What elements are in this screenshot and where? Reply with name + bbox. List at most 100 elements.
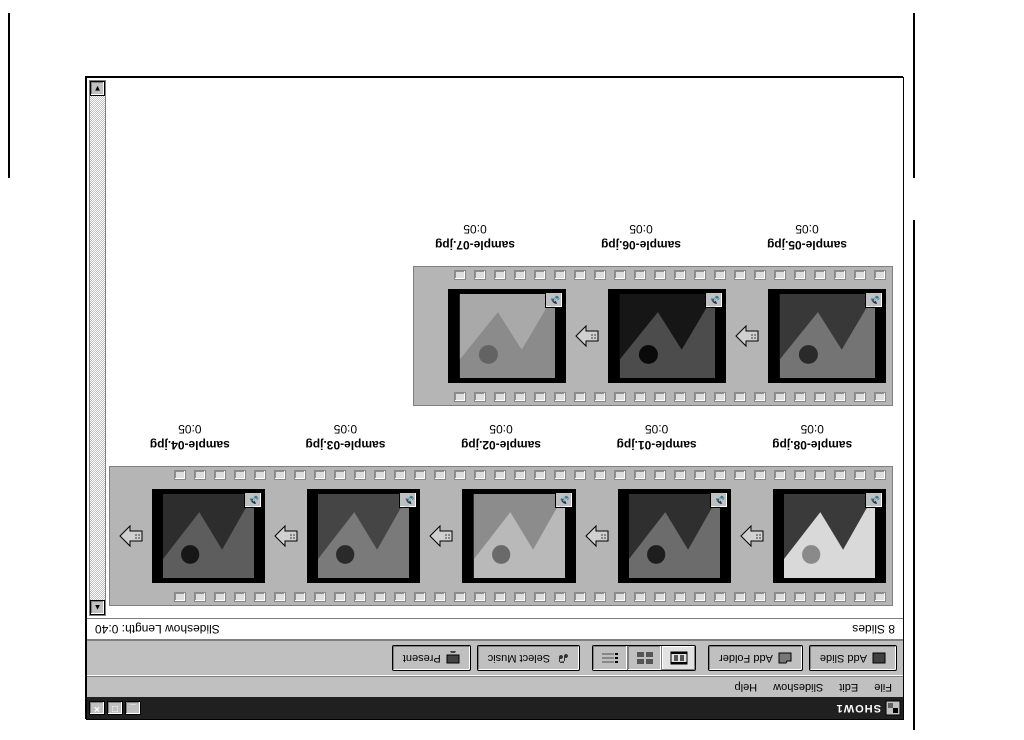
filmstrip-row: 🔊 🔊 🔊 <box>413 266 893 406</box>
page-root: SHOW1 _ □ × File Edit Slideshow Help Add… <box>0 0 1024 740</box>
slide-filename: sample-03.jpg <box>305 438 385 452</box>
music-icon <box>555 651 569 665</box>
view-list-button[interactable] <box>593 646 627 670</box>
transition-arrow-icon[interactable] <box>271 523 301 549</box>
slide-thumbnail <box>163 494 254 579</box>
slide-thumbnail <box>459 294 554 379</box>
menu-help[interactable]: Help <box>728 679 765 695</box>
transition-arrow-icon[interactable] <box>572 323 602 349</box>
slide-count-label: 8 Slides <box>852 622 895 636</box>
slide-frame[interactable]: 🔊 <box>618 489 731 583</box>
transition-arrow-icon[interactable] <box>737 523 767 549</box>
window-controls: _ □ × <box>89 701 141 715</box>
app-window: SHOW1 _ □ × File Edit Slideshow Help Add… <box>86 77 904 720</box>
slide-frame[interactable]: 🔊 <box>768 289 886 383</box>
slide-caption: sample-01.jpg 0:05 <box>582 422 732 452</box>
filmstrip-row: 🔊 🔊 🔊 🔊 🔊 <box>109 466 893 606</box>
slide-duration: 0:05 <box>426 422 576 436</box>
sound-badge-icon: 🔊 <box>399 492 417 508</box>
scroll-up-button[interactable]: ▲ <box>90 600 105 615</box>
close-button[interactable]: × <box>89 701 105 715</box>
callout-line <box>8 13 10 178</box>
sound-badge-icon: 🔊 <box>865 492 883 508</box>
add-slide-label: Add Slide <box>820 652 867 664</box>
sound-badge-icon: 🔊 <box>865 292 883 308</box>
sprocket-row <box>414 267 892 283</box>
slide-frame[interactable]: 🔊 <box>773 489 886 583</box>
select-music-label: Select Music <box>488 652 550 664</box>
workspace: ▲ ▼ 🔊🔊🔊🔊🔊 sample-08.jpg0:05sample-01.jpg… <box>87 78 903 618</box>
slide-frame[interactable]: 🔊 <box>448 289 566 383</box>
view-filmstrip-button[interactable] <box>661 646 695 670</box>
slide-frame[interactable]: 🔊 <box>462 489 575 583</box>
sound-badge-icon: 🔊 <box>555 492 573 508</box>
view-mode-group <box>592 645 696 671</box>
slide-frame[interactable]: 🔊 <box>307 489 420 583</box>
present-button[interactable]: Present <box>392 645 471 671</box>
slide-duration: 0:05 <box>737 422 887 436</box>
slide-filename: sample-04.jpg <box>150 438 230 452</box>
slide-filename: sample-07.jpg <box>435 238 515 252</box>
slide-caption: sample-06.jpg0:05 <box>561 222 721 252</box>
maximize-button[interactable]: □ <box>107 701 123 715</box>
slide-filename: sample-05.jpg <box>767 238 847 252</box>
sprocket-row <box>110 467 892 483</box>
menu-file[interactable]: File <box>867 679 899 695</box>
filmstrip-body: 🔊 🔊 🔊 <box>414 283 892 389</box>
minimize-button[interactable]: _ <box>125 701 141 715</box>
caption-row: sample-05.jpg0:05sample-06.jpg0:05sample… <box>109 220 893 256</box>
vertical-scrollbar[interactable]: ▲ ▼ <box>89 80 106 616</box>
present-icon <box>446 651 460 665</box>
slide-caption: sample-05.jpg 0:05 <box>727 222 887 252</box>
slide-thumbnail <box>629 494 720 579</box>
scroll-down-button[interactable]: ▼ <box>90 81 105 96</box>
callout-line <box>913 220 915 730</box>
slide-filename: sample-02.jpg <box>461 438 541 452</box>
transition-arrow-icon[interactable] <box>732 323 762 349</box>
transition-arrow-icon[interactable] <box>582 523 612 549</box>
toolbar: Add Slide Add Folder <box>87 640 903 676</box>
present-label: Present <box>403 652 441 664</box>
filmstrip-body: 🔊 🔊 🔊 🔊 🔊 <box>110 483 892 589</box>
statusbar: 8 Slides Slideshow Length: 0:40 <box>87 618 903 640</box>
slide-caption: sample-08.jpg 0:05 <box>737 422 887 452</box>
transition-arrow-icon[interactable] <box>426 523 456 549</box>
slide-caption: sample-07.jpg 0:05 <box>395 222 555 252</box>
slide-icon <box>872 651 886 665</box>
slide-frame[interactable]: 🔊 <box>608 289 726 383</box>
slideshow-length-label: Slideshow Length: 0:40 <box>95 622 220 636</box>
view-thumbnails-button[interactable] <box>627 646 661 670</box>
window-title: SHOW1 <box>141 702 881 714</box>
folder-icon <box>778 651 792 665</box>
titlebar[interactable]: SHOW1 _ □ × <box>87 697 903 719</box>
slide-frame[interactable]: 🔊 <box>152 489 265 583</box>
slide-filename: sample-01.jpg <box>617 438 697 452</box>
menu-edit[interactable]: Edit <box>832 679 865 695</box>
menubar: File Edit Slideshow Help <box>87 676 903 697</box>
app-icon <box>885 700 901 716</box>
sound-badge-icon: 🔊 <box>244 492 262 508</box>
slide-caption: sample-03.jpg 0:05 <box>271 422 421 452</box>
menu-slideshow[interactable]: Slideshow <box>766 679 830 695</box>
add-slide-button[interactable]: Add Slide <box>809 645 897 671</box>
slide-filename: sample-06.jpg <box>601 238 681 252</box>
slide-caption: sample-02.jpg 0:05 <box>426 422 576 452</box>
slide-thumbnail <box>619 294 714 379</box>
sound-badge-icon: 🔊 <box>545 292 563 308</box>
slide-caption: sample-04.jpg 0:05 <box>115 422 265 452</box>
slide-duration: 0:05 <box>582 422 732 436</box>
slide-filename: sample-08.jpg <box>772 438 852 452</box>
transition-arrow-icon[interactable] <box>116 523 146 549</box>
slide-thumbnail <box>779 294 874 379</box>
sprocket-row <box>414 389 892 405</box>
slide-duration: 0:05 <box>727 222 887 236</box>
slide-duration: 0:05 <box>115 422 265 436</box>
add-folder-button[interactable]: Add Folder <box>708 645 803 671</box>
select-music-button[interactable]: Select Music <box>477 645 580 671</box>
sound-badge-icon: 🔊 <box>705 292 723 308</box>
slide-duration: 0:05 <box>271 422 421 436</box>
slide-thumbnail <box>473 494 564 579</box>
caption-row: sample-08.jpg0:05sample-01.jpg0:05sample… <box>109 420 893 456</box>
slide-duration: 0:05 <box>395 222 555 236</box>
sound-badge-icon: 🔊 <box>710 492 728 508</box>
